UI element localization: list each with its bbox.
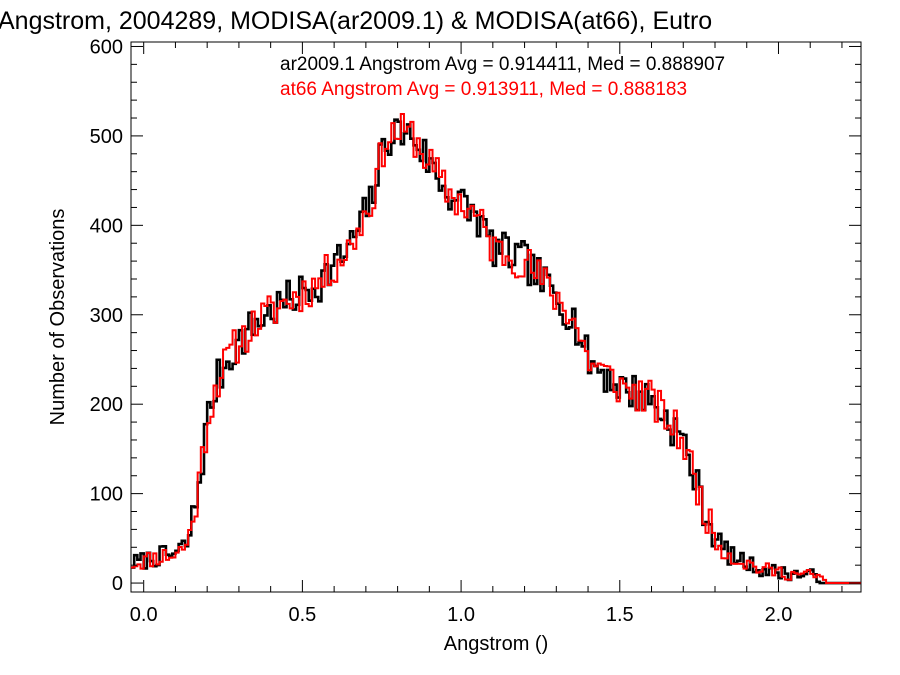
x-tick-label: 2.0 [765, 604, 793, 626]
chart-title: Angstrom, 2004289, MODISA(ar2009.1) & MO… [0, 7, 712, 35]
y-tick-label: 200 [90, 394, 123, 416]
series-line-ar2009.1 [131, 118, 861, 585]
x-tick-label: 1.5 [606, 604, 634, 626]
y-tick-label: 0 [112, 573, 123, 595]
y-tick-label: 400 [90, 215, 123, 237]
x-axis-label: Angstrom () [444, 633, 548, 655]
axis-ticks: 0.0 0.5 1.0 1.5 2.0 0 100 200 300 400 500 600 [90, 36, 861, 626]
x-tick-label: 1.0 [447, 604, 475, 626]
y-tick-label: 300 [90, 305, 123, 327]
x-tick-label: 0.5 [288, 604, 316, 626]
series-layer [131, 113, 861, 585]
y-tick-label: 600 [90, 36, 123, 58]
y-tick-label: 100 [90, 484, 123, 506]
y-axis-label: Number of Observations [47, 209, 69, 426]
annotation-ar2009: ar2009.1 Angstrom Avg = 0.914411, Med = … [280, 54, 725, 75]
y-tick-label: 500 [90, 126, 123, 148]
annotation-at66: at66 Angstrom Avg = 0.913911, Med = 0.88… [280, 79, 687, 100]
x-tick-label: 0.0 [130, 604, 158, 626]
series-line-at66 [131, 113, 861, 585]
plot-frame [130, 41, 862, 593]
